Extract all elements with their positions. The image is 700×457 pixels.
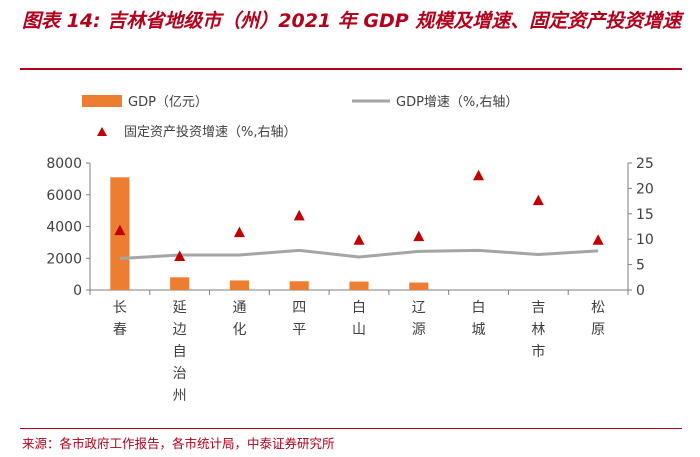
x-tick-label: 吉林市 [531, 300, 545, 360]
gdp-bar [229, 280, 250, 290]
gdp-bar [170, 277, 190, 290]
x-tick-label: 四平 [292, 300, 306, 338]
right-tick-label: 5 [636, 258, 645, 274]
legend-investment-label: 固定资产投资增速（%,右轴） [124, 124, 297, 140]
x-tick-label: 长春 [113, 300, 127, 338]
legend-gdp-swatch [82, 95, 122, 107]
chart-legend: GDP（亿元） GDP增速（%,右轴） 固定资产投资增速（%,右轴） [82, 95, 518, 140]
right-tick-label: 25 [636, 156, 654, 172]
x-tick-label: 松原 [591, 300, 605, 338]
investment-growth-marker [592, 234, 604, 245]
investment-growth-marker [114, 224, 126, 236]
investment-growth-marker [413, 230, 425, 242]
x-tick-label: 通化 [232, 300, 246, 338]
source-divider [20, 428, 682, 429]
left-tick-label: 0 [73, 283, 82, 299]
left-tick-label: 4000 [46, 220, 82, 236]
right-tick-label: 20 [636, 181, 654, 197]
right-tick-label: 15 [636, 207, 654, 223]
legend-investment-marker [97, 127, 107, 136]
gdp-growth-line [119, 248, 599, 261]
left-tick-label: 2000 [46, 251, 82, 267]
chart: GDP（亿元） GDP增速（%,右轴） 固定资产投资增速（%,右轴） 02000… [46, 95, 654, 404]
gdp-bar [409, 282, 429, 290]
gdp-bar [289, 281, 309, 290]
right-tick-label: 10 [636, 232, 654, 248]
title-divider [20, 68, 682, 70]
x-tick-label: 白城 [472, 300, 486, 338]
left-tick-label: 8000 [46, 156, 82, 172]
x-tick-label: 延边自治州 [173, 300, 187, 404]
source-note: 来源：各市政府工作报告，各市统计局，中泰证券研究所 [22, 436, 335, 451]
investment-growth-marker [473, 169, 485, 181]
legend-growth-label: GDP增速（%,右轴） [396, 95, 518, 110]
page-title: 图表 14: 吉林省地级市（州）2021 年 GDP 规模及增速、固定资产投资增… [22, 10, 682, 32]
x-tick-label: 辽源 [412, 300, 426, 338]
gdp-bar [349, 281, 369, 290]
investment-growth-marker [174, 250, 186, 261]
x-tick-label: 白山 [352, 300, 366, 338]
left-tick-label: 6000 [46, 188, 82, 204]
investment-growth-marker [293, 209, 305, 221]
right-tick-label: 0 [636, 283, 645, 299]
investment-growth-marker [353, 234, 365, 245]
plot-area: 0 2000 4000 6000 8000 0 5 10 15 20 25 长春 延边自治州 通化 四平 白山… [46, 156, 653, 404]
legend-gdp-label: GDP（亿元） [128, 95, 208, 110]
investment-growth-marker [532, 194, 544, 206]
investment-growth-marker [233, 226, 245, 238]
